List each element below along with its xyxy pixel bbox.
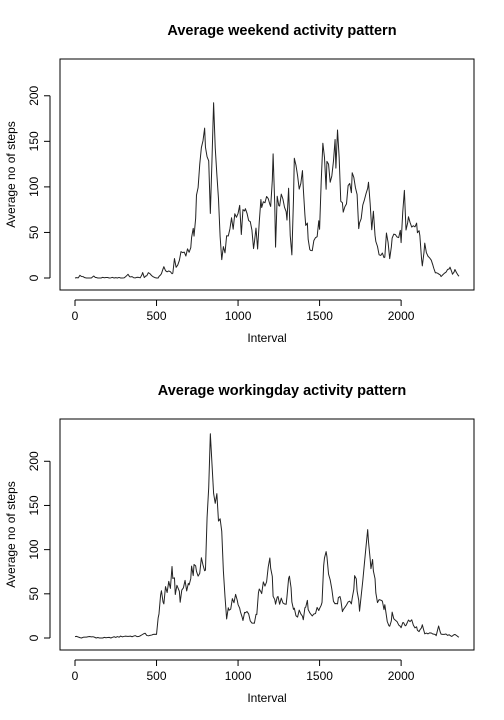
- y-tick-label: 50: [27, 587, 41, 601]
- x-tick-label: 1000: [225, 669, 252, 683]
- series-line: [74, 102, 460, 279]
- y-tick-label: 50: [27, 225, 41, 239]
- x-tick-label: 2000: [388, 669, 415, 683]
- chart-title: Average workingday activity pattern: [158, 383, 406, 399]
- x-tick-label: 0: [72, 309, 79, 323]
- plot-frame: [59, 58, 475, 291]
- y-axis-label: Average no of steps: [4, 481, 18, 588]
- x-tick-label: 2000: [388, 309, 415, 323]
- x-tick-label: 500: [147, 309, 167, 323]
- y-tick-label: 150: [27, 131, 41, 151]
- y-tick-label: 150: [27, 495, 41, 515]
- y-tick-label: 200: [27, 451, 41, 471]
- plot-frame: [59, 418, 475, 651]
- y-tick-label: 0: [27, 634, 41, 641]
- x-axis-label: Interval: [247, 331, 286, 345]
- y-tick-label: 0: [27, 274, 41, 281]
- y-tick-label: 100: [27, 539, 41, 559]
- series-line: [74, 433, 460, 639]
- y-tick-label: 200: [27, 85, 41, 105]
- x-tick-label: 1500: [306, 669, 333, 683]
- x-tick-label: 500: [147, 669, 167, 683]
- y-tick-label: 100: [27, 177, 41, 197]
- y-axis-label: Average no of steps: [4, 121, 18, 228]
- x-axis-label: Interval: [247, 691, 286, 705]
- chart-title: Average weekend activity pattern: [167, 23, 396, 39]
- x-tick-label: 1000: [225, 309, 252, 323]
- x-tick-label: 0: [72, 669, 79, 683]
- x-tick-label: 1500: [306, 309, 333, 323]
